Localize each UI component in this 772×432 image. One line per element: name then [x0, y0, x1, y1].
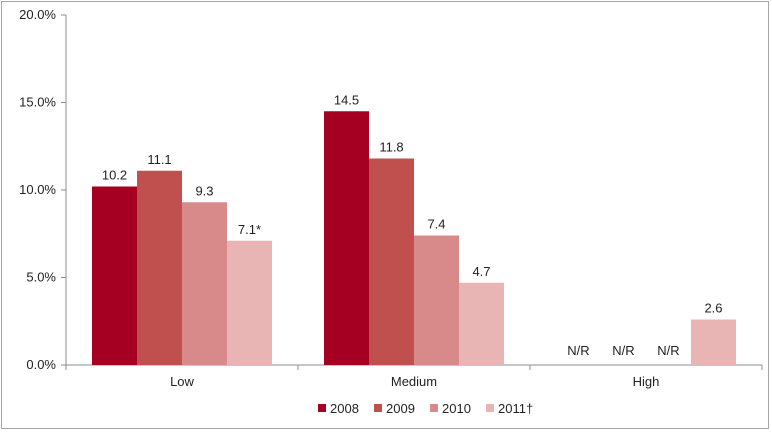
data-label: 7.4 — [427, 217, 445, 232]
data-label: 2.6 — [704, 301, 722, 316]
data-label: 7.1* — [238, 222, 261, 237]
category-label: Medium — [391, 374, 437, 389]
x-axis: Low Medium High — [65, 364, 763, 389]
legend-swatch — [318, 404, 326, 412]
bar — [324, 111, 369, 365]
bars — [92, 111, 736, 365]
y-tick-label: 15.0% — [19, 95, 56, 110]
data-label: 10.2 — [102, 168, 127, 183]
data-label: N/R — [612, 343, 634, 358]
data-label: 11.1 — [147, 152, 171, 167]
y-tick-label: 5.0% — [26, 270, 56, 285]
bar — [459, 282, 504, 365]
legend-swatch — [486, 404, 494, 412]
data-label: 4.7 — [472, 264, 490, 279]
data-label: 9.3 — [195, 183, 213, 198]
legend-swatch — [374, 404, 382, 412]
y-axis: 0.0% 5.0% 10.0% 15.0% 20.0% — [19, 7, 67, 372]
legend-label: 2010 — [442, 401, 471, 416]
y-tick-label: 0.0% — [26, 357, 56, 372]
data-label: N/R — [657, 343, 679, 358]
legend-swatch — [430, 404, 438, 412]
legend-label: 2009 — [386, 401, 415, 416]
bar — [414, 235, 459, 365]
legend-label: 2008 — [330, 401, 359, 416]
y-tick-label: 10.0% — [19, 182, 56, 197]
bar — [369, 158, 414, 365]
legend: 2008 2009 2010 2011† — [318, 401, 533, 416]
bar — [92, 186, 137, 365]
legend-label: 2011† — [498, 401, 533, 416]
y-tick-label: 20.0% — [19, 7, 56, 22]
bar — [227, 240, 272, 365]
data-label: 14.5 — [334, 92, 359, 107]
category-label: High — [633, 374, 660, 389]
data-label: 11.8 — [379, 140, 403, 155]
bar — [182, 202, 227, 365]
category-label: Low — [170, 374, 194, 389]
data-label: N/R — [567, 343, 589, 358]
bar — [691, 319, 736, 365]
bar — [137, 170, 182, 365]
data-labels: 10.2 14.5 N/R 11.1 11.8 N/R 9.3 7.4 N/R 7.1* 4.7 2.… — [102, 92, 723, 358]
